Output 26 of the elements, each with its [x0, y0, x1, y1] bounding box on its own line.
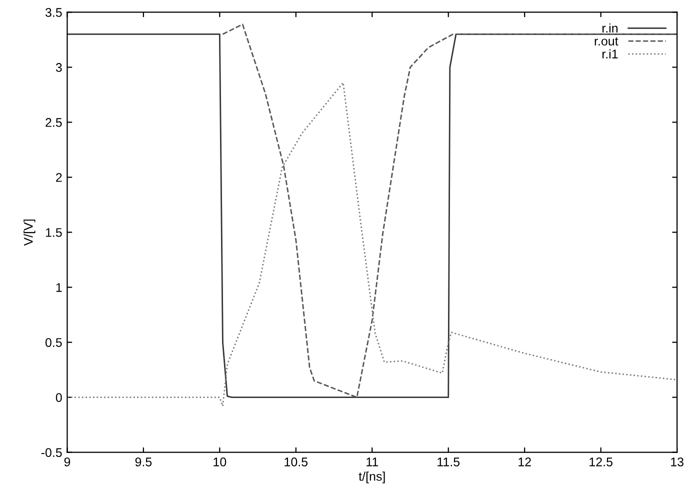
y-tick-label: 2	[56, 173, 62, 182]
x-tick-label: 9	[64, 458, 70, 466]
legend-label: r.in	[602, 23, 618, 33]
y-axis-title: V/[V]	[24, 220, 36, 246]
x-tick-label: 11	[366, 458, 378, 466]
x-tick-label: 11.5	[438, 458, 460, 466]
y-tick-label: 3	[56, 63, 62, 72]
line-series	[222, 24, 678, 398]
x-axis-title: t/[ns]	[358, 472, 385, 484]
y-tick-label: 3.5	[45, 8, 62, 17]
line-series	[67, 34, 678, 398]
y-tick-label: 0	[56, 393, 62, 402]
x-tick-label: 12.5	[590, 458, 612, 466]
line-series	[67, 82, 678, 407]
y-tick-label: -0.5	[41, 448, 62, 457]
legend-label: r.i1	[602, 49, 618, 58]
y-tick-label: 0.5	[45, 338, 62, 347]
y-tick-label: 1.5	[46, 228, 62, 237]
x-tick-label: 12	[518, 458, 531, 466]
y-tick-label: 2.5	[46, 118, 62, 127]
x-tick-label: 10	[214, 458, 226, 466]
x-tick-label: 9.5	[135, 458, 152, 466]
legend-label: r.out	[594, 37, 618, 46]
x-tick-label: 13	[671, 458, 684, 466]
x-tick-label: 10.5	[284, 458, 308, 466]
y-tick-label: 1	[56, 283, 62, 292]
